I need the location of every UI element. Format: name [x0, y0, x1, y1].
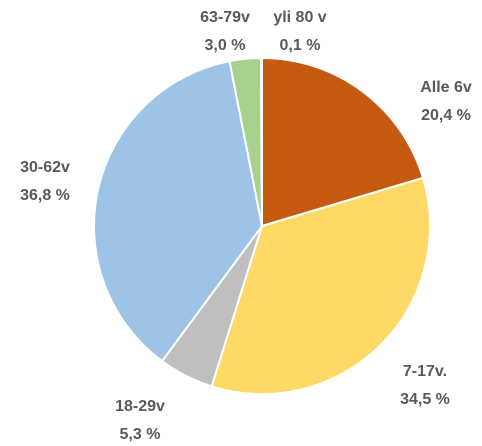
pie-slice — [261, 56, 425, 228]
slice-label: Alle 6v — [420, 79, 472, 96]
slice-label: 63-79v — [200, 9, 250, 26]
slice-value-label: 0,1 % — [280, 37, 321, 54]
pie-slice — [210, 176, 431, 395]
pie-slice — [93, 59, 264, 363]
slice-label: 7-17v. — [403, 363, 447, 380]
slice-value-label: 5,3 % — [120, 426, 161, 443]
pie-slice — [259, 56, 263, 227]
slice-value-label: 20,4 % — [421, 107, 471, 124]
slice-label: 30-62v — [20, 159, 70, 176]
slice-value-label: 36,8 % — [20, 187, 70, 204]
slice-value-label: 34,5 % — [400, 391, 450, 408]
slice-value-label: 3,0 % — [205, 37, 246, 54]
slice-label: yli 80 v — [273, 9, 326, 26]
slice-label: 18-29v — [115, 398, 165, 415]
